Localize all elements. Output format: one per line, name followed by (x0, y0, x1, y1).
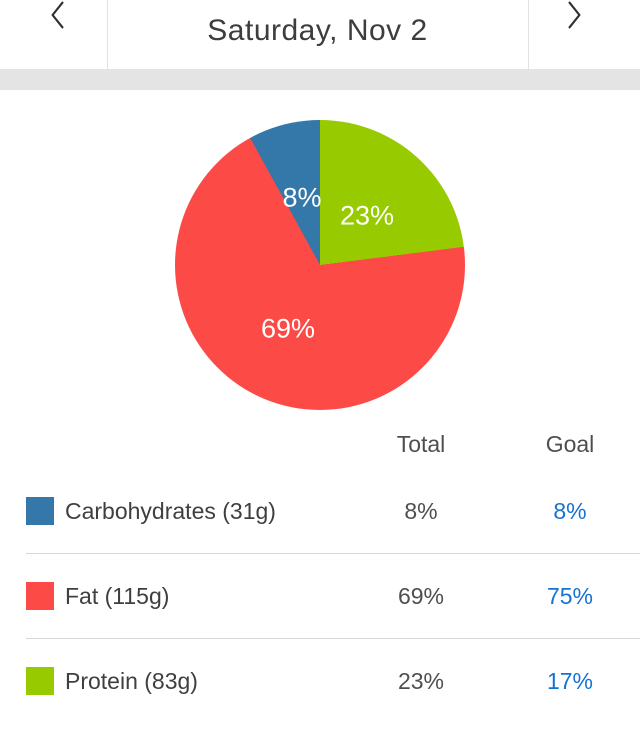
pie-label-fat: 69% (260, 313, 316, 344)
next-day-button[interactable] (552, 0, 596, 40)
section-divider-band (0, 69, 640, 90)
protein-goal-value: 17% (546, 667, 594, 694)
fat-goal-value: 75% (546, 582, 594, 609)
header-divider-right (528, 0, 529, 69)
table-row-fat: Fat (115g) 69% 75% (0, 554, 640, 638)
table-row-protein: Protein (83g) 23% 17% (0, 639, 640, 723)
pie-label-protein: 23% (339, 200, 395, 231)
table-row-carbohydrates: Carbohydrates (31g) 8% 8% (0, 469, 640, 553)
pie-label-carbohydrates: 8% (282, 182, 322, 213)
fat-total-value: 69% (397, 582, 445, 609)
row-separator (26, 638, 640, 639)
pie-chart (175, 120, 465, 410)
row-label-carbohydrates: Carbohydrates (31g) (65, 497, 276, 524)
table-header-row: Total Goal (0, 420, 640, 469)
header-divider-left (107, 0, 108, 69)
carbohydrates-goal-value: 8% (553, 497, 587, 524)
column-header-total: Total (396, 431, 446, 457)
date-nav-header: Saturday, Nov 2 (0, 0, 640, 69)
protein-total-value: 23% (397, 667, 445, 694)
column-header-goal: Goal (545, 431, 595, 457)
macro-pie-chart-container: 8% 23% 69% (175, 120, 465, 410)
previous-day-button[interactable] (35, 0, 79, 40)
row-label-fat: Fat (115g) (65, 582, 170, 609)
row-label-protein: Protein (83g) (65, 667, 198, 694)
chevron-left-icon (49, 0, 66, 32)
carbohydrates-color-swatch (26, 497, 54, 525)
carbohydrates-total-value: 8% (404, 497, 438, 524)
fat-color-swatch (26, 582, 54, 610)
date-title: Saturday, Nov 2 (207, 14, 428, 47)
protein-color-swatch (26, 667, 54, 695)
row-separator (26, 553, 640, 554)
chevron-right-icon (566, 0, 583, 32)
macro-table: Total Goal Carbohydrates (31g) 8% 8% Fat… (0, 420, 640, 723)
